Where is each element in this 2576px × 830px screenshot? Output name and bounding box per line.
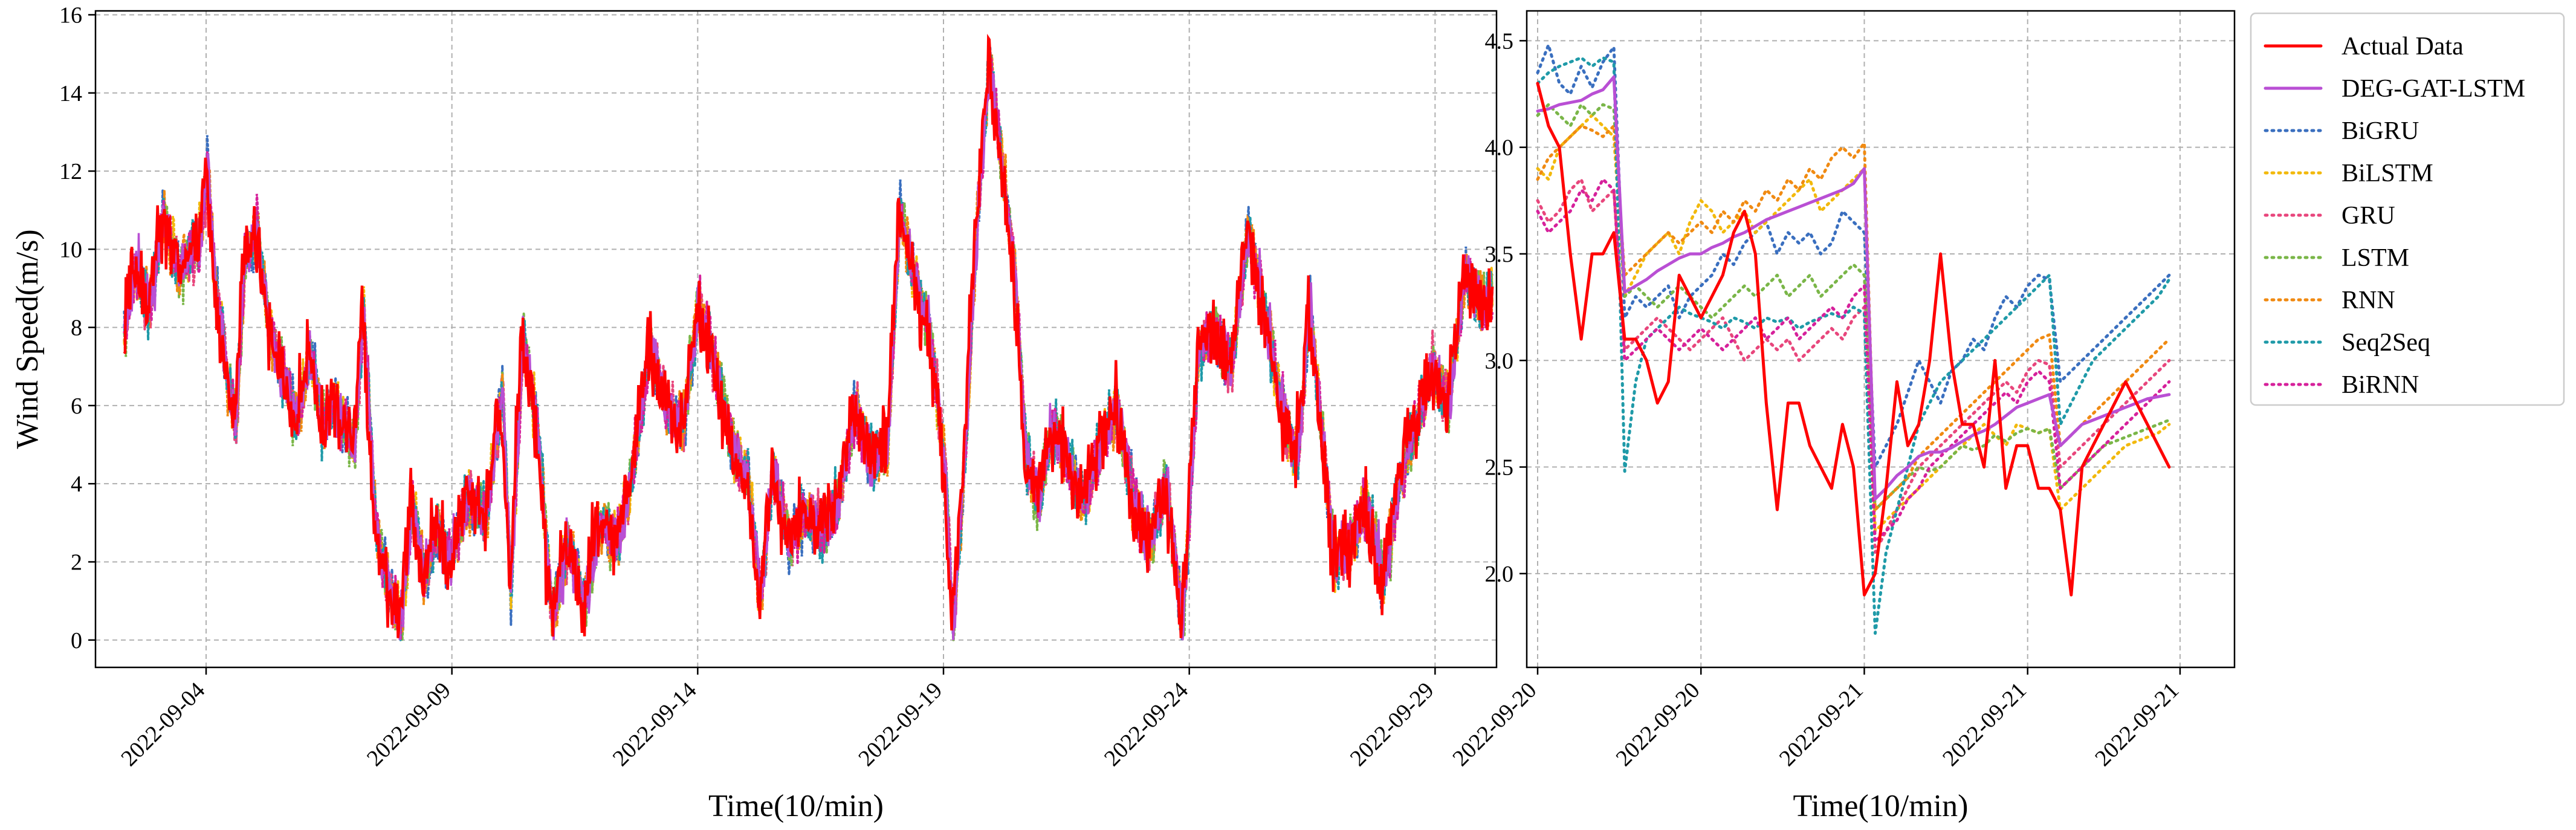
x-tick-label: 2022-09-04	[116, 678, 210, 771]
legend-box	[2250, 12, 2565, 406]
x-axis-label: Time(10/min)	[708, 789, 884, 823]
series-line-actual-data	[123, 33, 1494, 638]
series-line-gru	[1536, 178, 2171, 554]
series-line-bigru	[1536, 43, 2171, 469]
y-tick-label: 10	[59, 237, 82, 262]
y-tick-label: 2.5	[1485, 455, 1514, 481]
x-tick-label: 2022-09-24	[1099, 678, 1193, 771]
legend-entry: Actual Data	[2341, 33, 2464, 60]
y-axis-label: Wind Speed(m/s)	[10, 229, 45, 449]
legend-entry: BiRNN	[2341, 371, 2419, 399]
legend-entry: BiGRU	[2341, 117, 2419, 145]
y-tick-label: 3.5	[1485, 242, 1514, 267]
legend: Actual Data DEG-GAT-LSTM BiGRU BiLSTM GRU LST…	[2250, 12, 2565, 406]
x-tick-label: 2022-09-09	[362, 678, 456, 771]
x-axis-label: Time(10/min)	[1793, 789, 1969, 823]
y-tick-label: 4.5	[1485, 28, 1514, 54]
series-line-birnn	[1536, 178, 2171, 543]
x-tick-label: 2022-09-14	[608, 678, 702, 771]
legend-entry: GRU	[2341, 202, 2395, 230]
plot-area	[95, 11, 1497, 667]
y-tick-label: 12	[59, 159, 82, 184]
y-tick-label: 6	[71, 394, 82, 419]
series-line-deg-gat-lstm	[1536, 75, 2171, 501]
y-tick-label: 4.0	[1485, 135, 1514, 161]
x-tick-label: 2022-09-29	[1345, 678, 1439, 771]
y-tick-label: 4	[71, 472, 82, 497]
y-tick-label: 2	[71, 550, 82, 575]
legend-entry: RNN	[2341, 287, 2395, 314]
y-tick-label: 14	[59, 81, 82, 106]
axes-frame	[94, 10, 1498, 669]
y-tick-label: 16	[59, 2, 82, 28]
series-line-lstm	[1536, 103, 2171, 511]
x-tick-label: 2022-09-21	[2090, 678, 2184, 771]
x-tick-label: 2022-09-21	[1775, 678, 1868, 771]
x-tick-label: 2022-09-21	[1938, 678, 2031, 771]
legend-entry: Seq2Seq	[2341, 329, 2430, 357]
legend-entry: DEG-GAT-LSTM	[2341, 75, 2525, 103]
left-chart: 0 2 4 6 8 10 12 14 16 2022-09-04 2022-09-09 2022-09…	[10, 2, 1498, 823]
y-tick-label: 0	[71, 628, 82, 653]
series-line-actual-data	[1536, 82, 2171, 597]
x-tick-label: 2022-09-20	[1611, 678, 1705, 771]
y-tick-label: 2.0	[1485, 562, 1514, 587]
x-tick-label: 2022-09-19	[853, 678, 947, 771]
legend-entry: BiLSTM	[2341, 160, 2433, 187]
series-line-bilstm	[1536, 114, 2171, 533]
y-tick-label: 8	[71, 316, 82, 341]
right-chart: 2.0 2.5 3.0 3.5 4.0 4.5 2022-09-20 2022-09-20 20…	[1448, 10, 2236, 823]
y-tick-label: 3.0	[1485, 348, 1514, 374]
legend-entry: LSTM	[2341, 244, 2409, 272]
x-tick-label: 2022-09-20	[1448, 678, 1541, 771]
axes-frame	[1526, 10, 2236, 669]
